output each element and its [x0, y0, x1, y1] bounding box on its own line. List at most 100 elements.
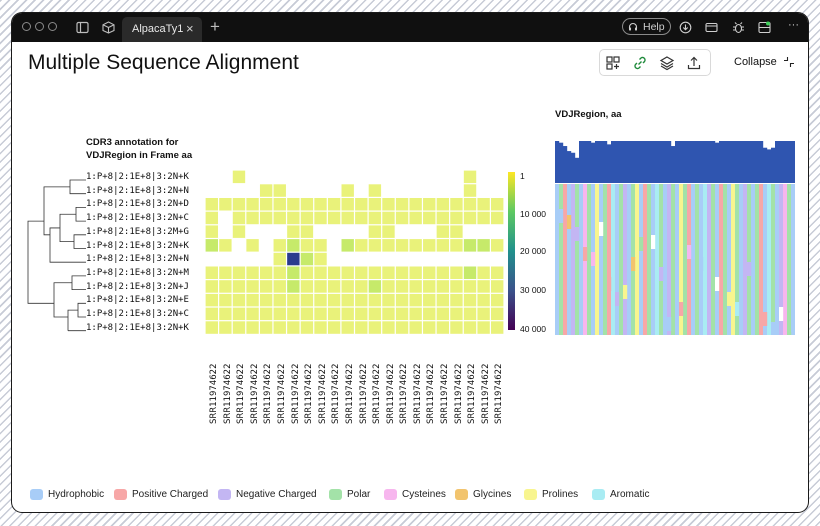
maximize-window-button[interactable]	[48, 22, 57, 31]
heatmap-cell[interactable]	[368, 293, 382, 307]
heatmap-cell[interactable]	[491, 280, 504, 293]
heatmap-cell[interactable]	[287, 280, 300, 293]
heatmap-cell[interactable]	[409, 198, 422, 211]
bug-icon[interactable]	[732, 21, 745, 34]
heatmap-cell[interactable]	[314, 239, 327, 252]
heatmap-cell[interactable]	[450, 307, 463, 321]
heatmap-cell[interactable]	[246, 280, 259, 293]
heatmap-cell[interactable]	[382, 293, 395, 307]
heatmap-cell[interactable]	[463, 293, 477, 307]
heatmap-cell[interactable]	[355, 266, 368, 280]
heatmap-cell[interactable]	[423, 198, 436, 211]
heatmap-cell[interactable]	[355, 307, 368, 321]
heatmap-cell[interactable]	[436, 307, 450, 321]
heatmap-cell[interactable]	[219, 198, 232, 211]
heatmap-cell[interactable]	[287, 321, 300, 334]
heatmap-cell[interactable]	[409, 239, 422, 252]
heatmap-cell[interactable]	[491, 239, 504, 252]
heatmap-cell[interactable]	[300, 266, 314, 280]
heatmap-cell[interactable]	[300, 307, 314, 321]
heatmap-cell[interactable]	[205, 198, 218, 211]
heatmap-cell[interactable]	[259, 321, 273, 334]
heatmap-cell[interactable]	[205, 225, 218, 238]
heatmap-cell[interactable]	[368, 307, 382, 321]
heatmap-cell[interactable]	[219, 293, 232, 307]
heatmap-cell[interactable]	[450, 280, 463, 293]
heatmap-cell[interactable]	[259, 198, 273, 211]
heatmap-cell[interactable]	[314, 321, 327, 334]
heatmap-cell[interactable]	[382, 280, 395, 293]
heatmap-cell[interactable]	[368, 239, 382, 252]
download-icon[interactable]	[679, 21, 692, 34]
heatmap-cell[interactable]	[395, 198, 409, 211]
heatmap-cell[interactable]	[409, 321, 422, 334]
heatmap-cell[interactable]	[246, 266, 259, 280]
heatmap-cell[interactable]	[219, 307, 232, 321]
heatmap-cell[interactable]	[477, 321, 490, 334]
heatmap-cell[interactable]	[450, 239, 463, 252]
heatmap-cell[interactable]	[463, 198, 477, 211]
heatmap-cell[interactable]	[287, 198, 300, 211]
heatmap-cell[interactable]	[368, 211, 382, 225]
heatmap-cell[interactable]	[463, 307, 477, 321]
heatmap-cell[interactable]	[409, 293, 422, 307]
heatmap-cell[interactable]	[232, 307, 246, 321]
layers-icon[interactable]	[659, 55, 675, 71]
heatmap-cell[interactable]	[409, 280, 422, 293]
heatmap-cell[interactable]	[450, 293, 463, 307]
heatmap-cell[interactable]	[232, 293, 246, 307]
heatmap-cell[interactable]	[423, 211, 436, 225]
heatmap-cell[interactable]	[355, 211, 368, 225]
heatmap-cell[interactable]	[382, 198, 395, 211]
heatmap-cell[interactable]	[232, 321, 246, 334]
heatmap-cell[interactable]	[477, 307, 490, 321]
collapse-button[interactable]: Collapse	[734, 56, 777, 68]
heatmap-cell[interactable]	[259, 280, 273, 293]
heatmap-cell[interactable]	[491, 307, 504, 321]
heatmap-cell[interactable]	[300, 321, 314, 334]
heatmap-cell[interactable]	[287, 293, 300, 307]
heatmap-cell[interactable]	[205, 211, 218, 225]
heatmap-cell[interactable]	[219, 321, 232, 334]
collapse-icon[interactable]	[783, 56, 795, 68]
heatmap-cell[interactable]	[341, 184, 354, 197]
heatmap-cell[interactable]	[287, 307, 300, 321]
heatmap-cell[interactable]	[205, 307, 218, 321]
heatmap-cell[interactable]	[246, 198, 259, 211]
heatmap-cell[interactable]	[436, 211, 450, 225]
heatmap-cell[interactable]	[259, 184, 273, 197]
heatmap-cell[interactable]	[423, 293, 436, 307]
heatmap-cell[interactable]	[491, 198, 504, 211]
heatmap-cell[interactable]	[477, 266, 490, 280]
heatmap-cell[interactable]	[300, 293, 314, 307]
heatmap-cell[interactable]	[395, 280, 409, 293]
heatmap-cell[interactable]	[232, 211, 246, 225]
heatmap-cell[interactable]	[463, 170, 477, 184]
cube-icon[interactable]	[102, 21, 115, 34]
heatmap-cell[interactable]	[409, 266, 422, 280]
heatmap-cell[interactable]	[395, 211, 409, 225]
heatmap-cell[interactable]	[232, 225, 246, 238]
heatmap-cell[interactable]	[368, 225, 382, 238]
heatmap-cell[interactable]	[436, 239, 450, 252]
heatmap-cell[interactable]	[259, 266, 273, 280]
heatmap-cell[interactable]	[355, 280, 368, 293]
more-menu-button[interactable]: ···	[788, 19, 799, 31]
heatmap-cell[interactable]	[287, 266, 300, 280]
heatmap-cell[interactable]	[436, 198, 450, 211]
heatmap-cell[interactable]	[395, 321, 409, 334]
heatmap-cell[interactable]	[327, 198, 341, 211]
heatmap-cell[interactable]	[382, 321, 395, 334]
heatmap-cell[interactable]	[314, 307, 327, 321]
heatmap-cell[interactable]	[491, 211, 504, 225]
heatmap-cell[interactable]	[327, 307, 341, 321]
heatmap-cell[interactable]	[273, 280, 286, 293]
heatmap-cell[interactable]	[273, 239, 286, 252]
heatmap-cell[interactable]	[205, 321, 218, 334]
heatmap-cell[interactable]	[491, 321, 504, 334]
heatmap-cell[interactable]	[423, 307, 436, 321]
heatmap-cell[interactable]	[463, 280, 477, 293]
heatmap-cell[interactable]	[232, 266, 246, 280]
heatmap-cell[interactable]	[382, 225, 395, 238]
heatmap-cell[interactable]	[314, 266, 327, 280]
